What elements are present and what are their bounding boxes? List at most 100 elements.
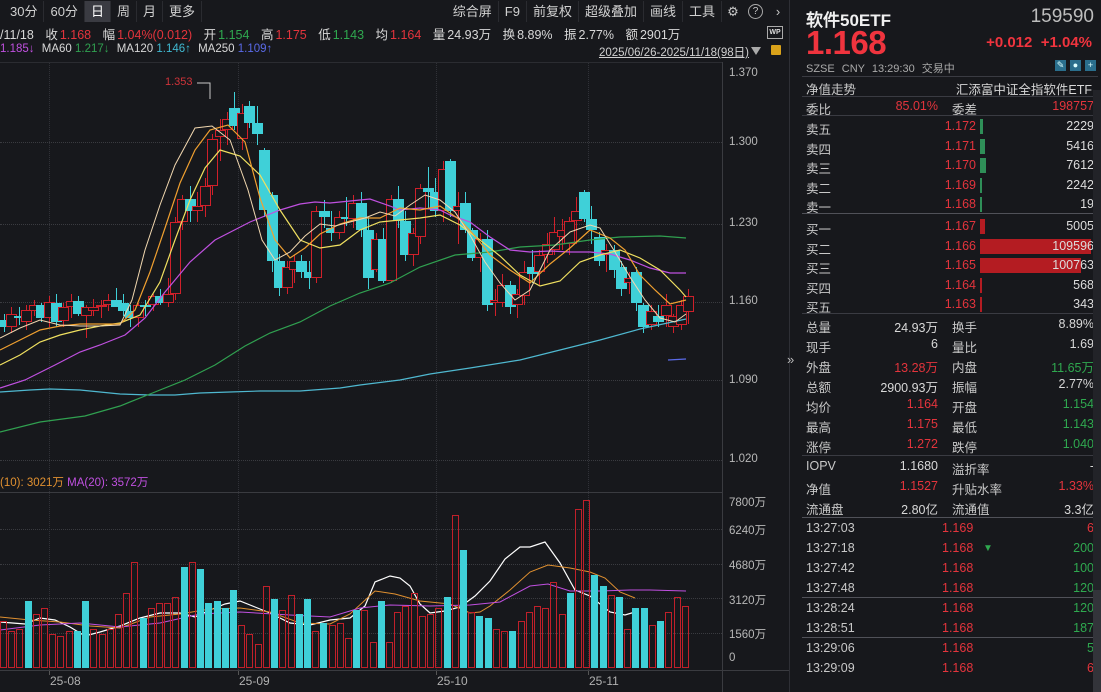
- high-value: 1.175: [275, 28, 307, 42]
- vol-value: 24.93万: [447, 28, 492, 42]
- amplitude-label: 振: [564, 28, 577, 42]
- bid-row[interactable]: 买三 1.165 100763: [790, 256, 1101, 276]
- tools-button[interactable]: 工具: [683, 1, 722, 22]
- lock-icon[interactable]: [771, 45, 781, 55]
- composite-screen-button[interactable]: 综合屏: [447, 1, 499, 22]
- volume-pane[interactable]: [0, 492, 722, 670]
- ask-row[interactable]: 卖二 1.169 2242: [790, 176, 1101, 196]
- dropdown-arrow-icon[interactable]: [751, 47, 761, 55]
- bid-row[interactable]: 买五 1.163 343: [790, 295, 1101, 315]
- volume-bar: [427, 614, 434, 668]
- volume-bar: [361, 609, 368, 668]
- volume-bar: [608, 594, 615, 668]
- turnover-value: 8.89%: [517, 28, 553, 42]
- candle-body: [415, 187, 426, 237]
- scrollbar-thumb[interactable]: [1093, 590, 1101, 692]
- quote-actions: ✎ ● +: [1055, 60, 1096, 71]
- volume-bar: [74, 631, 81, 668]
- candle-body: [334, 216, 345, 234]
- period-tab-60min[interactable]: 60分: [44, 1, 85, 22]
- period-tab-more[interactable]: 更多: [163, 1, 202, 22]
- tick-time: 13:27:48: [806, 581, 855, 595]
- period-tab-month[interactable]: 月: [137, 1, 163, 22]
- range-label: 幅: [102, 28, 116, 42]
- nav-row[interactable]: 净值走势 汇添富中证全指软件ETF: [790, 77, 1101, 97]
- order-ratio-row: 委比 85.01% 委差 198757: [790, 97, 1101, 117]
- volume-bar: [181, 566, 188, 668]
- stat-value: 1.272: [906, 437, 938, 451]
- ask-row[interactable]: 卖三 1.170 7612: [790, 156, 1101, 176]
- ma120-value: 1.146↑: [156, 43, 191, 55]
- volume-bar: [337, 622, 344, 668]
- level-volume: 2242: [1066, 177, 1094, 192]
- volume-bar: [66, 631, 73, 668]
- volume-bar: [435, 607, 442, 668]
- candle-body: [393, 199, 404, 222]
- market-meta: SZSE CNY 13:29:30 交易中: [806, 63, 955, 75]
- volume-bar: [559, 614, 566, 668]
- f9-button[interactable]: F9: [499, 1, 527, 22]
- scrollbar[interactable]: [1093, 90, 1101, 692]
- candle-body: [653, 316, 664, 322]
- volume-bar: [214, 601, 221, 668]
- tick-volume: 6: [1087, 521, 1094, 535]
- bid-row[interactable]: 买四 1.164 568: [790, 276, 1101, 296]
- stat-label: 现手: [806, 341, 832, 355]
- candle-body: [445, 161, 456, 212]
- tick-volume: 6: [1087, 661, 1094, 675]
- level-label: 买四: [806, 281, 832, 296]
- ask-row[interactable]: 卖五 1.172 2229: [790, 117, 1101, 137]
- collapse-panel-icon[interactable]: »: [787, 352, 795, 367]
- open-label: 开: [203, 28, 217, 42]
- divider: [802, 76, 1098, 77]
- period-toolbar: 30分 60分 日 周 月 更多 综合屏 F9 前复权 超级叠加 画线 工具 ⚙…: [0, 0, 789, 23]
- amount-label: 额: [625, 28, 638, 42]
- stat-row: 净值 1.1527 升贴水率 1.33%: [790, 477, 1101, 497]
- wp-icon[interactable]: WP: [767, 26, 783, 39]
- level-label: 卖五: [806, 123, 832, 137]
- forward-adjust-button[interactable]: 前复权: [527, 1, 579, 22]
- gear-icon[interactable]: ⚙: [727, 3, 739, 19]
- y-tick: 1.370: [729, 67, 758, 79]
- volume-bar: [115, 614, 122, 668]
- stat-label: 涨停: [806, 441, 832, 455]
- volume-bar: [49, 633, 56, 668]
- edit-icon[interactable]: ✎: [1055, 60, 1066, 71]
- tick-price: 1.169: [942, 521, 974, 535]
- chevron-right-icon[interactable]: ›: [775, 4, 781, 19]
- range-value: 1.04%(0.012): [117, 28, 193, 42]
- period-tab-day[interactable]: 日: [84, 1, 111, 22]
- candle-body: [311, 211, 322, 278]
- fund-full-name: 汇添富中证全指软件ETF: [955, 83, 1092, 97]
- volume-bar: [518, 620, 525, 668]
- ask-row[interactable]: 卖一 1.168 19: [790, 195, 1101, 215]
- ask-row[interactable]: 卖四 1.171 5416: [790, 137, 1101, 157]
- volume-bar: [222, 607, 229, 668]
- kline-pane[interactable]: [0, 62, 722, 472]
- period-tab-week[interactable]: 周: [111, 1, 137, 22]
- bid-row[interactable]: 买一 1.167 5005: [790, 217, 1101, 237]
- volume-bar: [312, 631, 319, 668]
- date-range-selector[interactable]: 2025/06/26-2025/11/18(98日): [598, 47, 749, 59]
- ma-legend: 1.185↓ MA60 1.217↓ MA120 1.146↑ MA250 1.…: [0, 43, 272, 59]
- add-icon[interactable]: +: [1085, 60, 1096, 71]
- low-label: 低: [318, 28, 331, 42]
- period-tab-30min[interactable]: 30分: [0, 1, 45, 22]
- draw-line-button[interactable]: 画线: [644, 1, 683, 22]
- alert-bell-icon[interactable]: ●: [1070, 60, 1081, 71]
- last-price: 1.168: [806, 24, 887, 61]
- divider: [802, 517, 1098, 518]
- candle-body: [356, 203, 367, 230]
- level-volume: 343: [1073, 297, 1094, 312]
- stat-label: 量比: [952, 341, 978, 355]
- nav-trend-link[interactable]: 净值走势: [806, 83, 857, 97]
- x-tick: [588, 671, 589, 675]
- candle-body: [408, 233, 419, 256]
- depth-bar: [980, 119, 983, 134]
- help-icon[interactable]: ?: [748, 4, 763, 19]
- ma250-value: 1.109↑: [237, 43, 273, 55]
- stat-label: 升贴水率: [952, 483, 1003, 497]
- super-overlay-button[interactable]: 超级叠加: [579, 1, 644, 22]
- chart-area: 30分 60分 日 周 月 更多 综合屏 F9 前复权 超级叠加 画线 工具 ⚙…: [0, 0, 789, 692]
- bid-row[interactable]: 买二 1.166 109596: [790, 237, 1101, 257]
